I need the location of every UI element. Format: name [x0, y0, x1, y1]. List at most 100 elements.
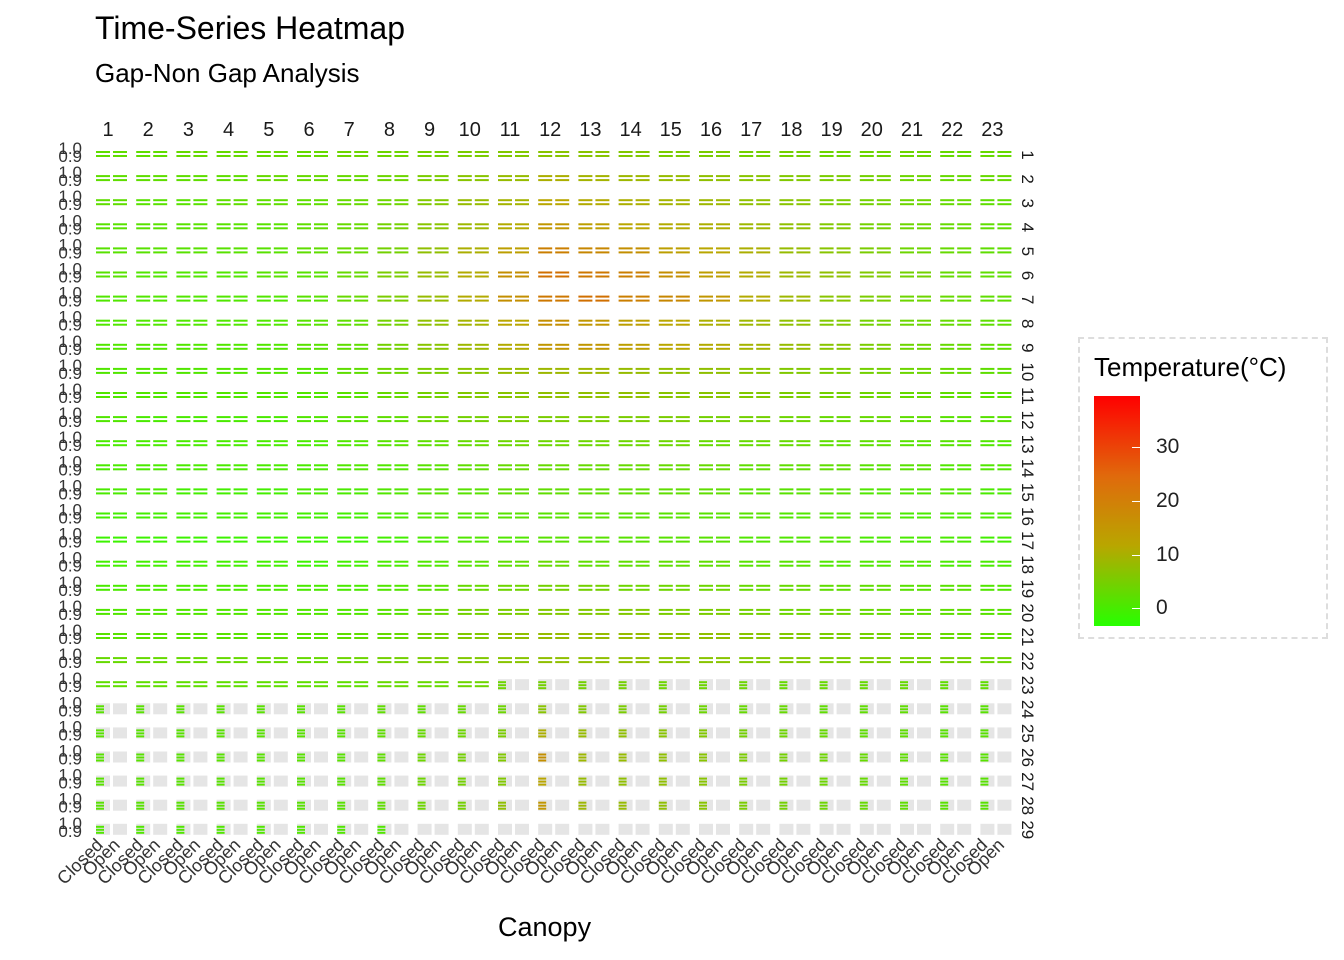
- heat-cell: [96, 708, 104, 711]
- heat-cell: [658, 705, 667, 708]
- heat-cell: [297, 199, 311, 202]
- heat-cell: [658, 175, 673, 178]
- heat-cell: [836, 299, 851, 302]
- heat-cell: [716, 247, 730, 250]
- missing-tile: [796, 799, 811, 811]
- heat-cell: [216, 175, 231, 178]
- missing-tile: [716, 703, 730, 715]
- heat-cell: [658, 271, 673, 274]
- heat-cell: [796, 468, 811, 471]
- heat-cell: [538, 711, 547, 714]
- missing-tile: [635, 727, 650, 739]
- missing-tile: [876, 799, 891, 811]
- heat-cell: [256, 825, 265, 828]
- heat-cell: [796, 588, 811, 591]
- heat-cell: [756, 661, 771, 664]
- heat-cell: [96, 756, 104, 759]
- heat-cell: [900, 633, 914, 635]
- heat-cell: [498, 175, 512, 178]
- heat-cell: [756, 299, 771, 302]
- heat-cell: [417, 608, 432, 611]
- heat-cell: [176, 367, 191, 370]
- heat-cell: [555, 155, 570, 157]
- heat-cell: [113, 588, 127, 591]
- heat-cell: [859, 295, 874, 298]
- heat-cell: [256, 275, 271, 278]
- heat-cell: [216, 825, 225, 828]
- heat-cell: [297, 708, 305, 711]
- legend-tick-label: 10: [1156, 543, 1180, 566]
- heat-cell: [498, 735, 506, 738]
- heat-cell: [658, 488, 673, 491]
- heat-cell: [675, 223, 690, 226]
- heat-cell: [900, 488, 914, 491]
- heat-cell: [900, 804, 908, 807]
- heat-cell: [675, 295, 690, 298]
- heat-cell: [136, 179, 151, 182]
- row-facet-label: 17: [1018, 531, 1037, 550]
- heat-cell: [876, 151, 891, 153]
- heat-cell: [578, 420, 593, 423]
- heat-cell: [595, 588, 610, 591]
- heat-cell: [997, 223, 1012, 226]
- heat-cell: [417, 540, 432, 543]
- heat-cell: [354, 560, 369, 563]
- heat-cell: [957, 633, 972, 635]
- heat-cell: [900, 420, 914, 423]
- heat-cell: [578, 783, 587, 786]
- heat-cell: [273, 199, 288, 202]
- heat-cell: [917, 560, 931, 563]
- heat-cell: [876, 512, 891, 515]
- row-facet-label: 8: [1018, 319, 1037, 328]
- heat-cell: [337, 729, 346, 732]
- heat-cell: [779, 807, 788, 810]
- heat-cell: [113, 681, 127, 684]
- heat-cell: [474, 685, 489, 688]
- heat-cell: [618, 753, 627, 756]
- heat-cell: [297, 705, 305, 708]
- heat-cell: [578, 155, 593, 157]
- heat-cell: [136, 831, 145, 834]
- heat-cell: [595, 540, 610, 543]
- heat-cell: [153, 251, 168, 254]
- heat-cell: [337, 759, 346, 762]
- heat-cell: [515, 295, 529, 298]
- heat-cell: [273, 227, 288, 230]
- heat-cell: [337, 735, 346, 738]
- heat-cell: [136, 155, 151, 157]
- heat-cell: [595, 275, 610, 278]
- heat-cell: [756, 588, 771, 591]
- heat-cell: [819, 512, 834, 515]
- heat-cell: [635, 588, 650, 591]
- y-tick-label: 0.9: [58, 340, 82, 359]
- heat-cell: [136, 708, 145, 711]
- column-facet-label: 23: [981, 119, 1003, 141]
- heat-cell: [859, 711, 868, 714]
- heat-cell: [859, 440, 874, 443]
- heat-cell: [314, 681, 328, 684]
- heat-cell: [618, 199, 633, 202]
- heat-cell: [216, 416, 231, 419]
- heat-cell: [618, 512, 633, 515]
- heat-cell: [474, 588, 489, 591]
- y-tick-label: 1.0: [58, 621, 82, 640]
- heat-cell: [337, 371, 352, 374]
- heat-cell: [136, 783, 145, 786]
- heat-cell: [314, 271, 328, 274]
- heat-cell: [658, 807, 667, 810]
- heat-cell: [876, 343, 891, 346]
- heat-cell: [337, 299, 352, 302]
- heat-cell: [900, 319, 914, 322]
- heat-cell: [658, 588, 673, 591]
- heat-cell: [153, 657, 168, 660]
- missing-tile: [354, 823, 369, 835]
- heat-cell: [256, 780, 265, 783]
- heat-cell: [176, 396, 191, 398]
- heat-cell: [498, 275, 512, 278]
- heat-cell: [618, 396, 633, 398]
- heat-cell: [900, 657, 914, 660]
- heat-cell: [337, 828, 346, 831]
- heat-cell: [555, 492, 570, 495]
- heat-cell: [739, 343, 754, 346]
- missing-tile: [635, 799, 650, 811]
